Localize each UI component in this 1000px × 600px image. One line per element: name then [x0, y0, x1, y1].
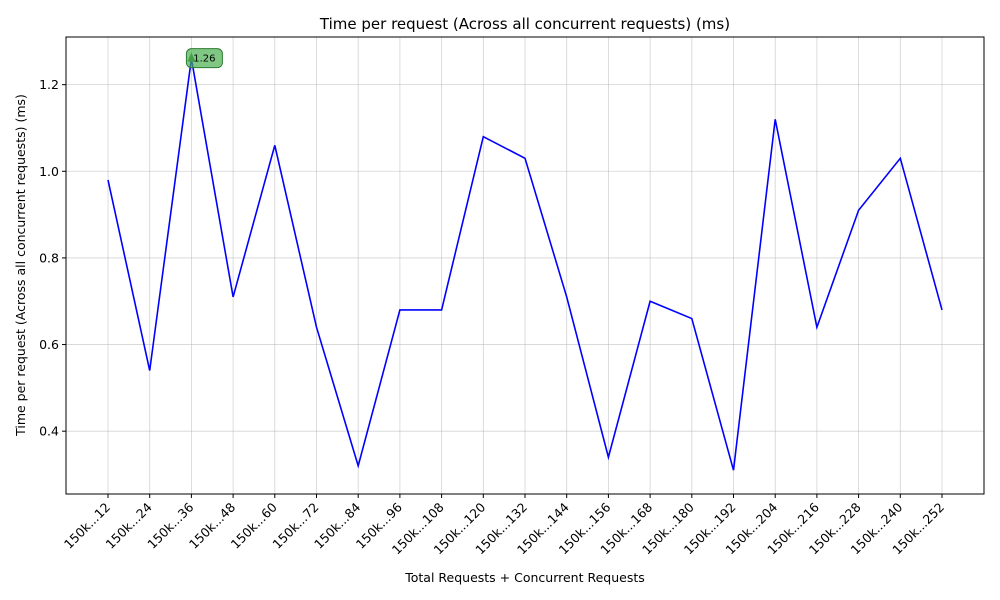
annotation-label: 1.26	[193, 54, 215, 65]
axis-ticks: 150k...12150k...24150k...36150k...48150k…	[39, 77, 947, 557]
data-point	[732, 469, 734, 471]
annotation-box	[185, 48, 223, 69]
x-axis-label: Total Requests + Concurrent Requests	[404, 570, 645, 585]
data-point	[482, 135, 484, 137]
y-tick-label: 0.4	[39, 424, 59, 439]
data-point	[357, 465, 359, 467]
y-axis-label: Time per request (Across all concurrent …	[13, 94, 28, 437]
y-tick-label: 0.8	[39, 250, 59, 265]
data-point	[274, 144, 276, 146]
data-point	[232, 296, 234, 298]
data-point	[857, 209, 859, 211]
data-point	[315, 326, 317, 328]
y-tick-label: 1.2	[39, 77, 59, 92]
series-layer	[107, 58, 943, 471]
data-point	[524, 157, 526, 159]
data-point	[440, 309, 442, 311]
series-line	[107, 58, 943, 471]
data-point	[149, 369, 151, 371]
grid	[66, 37, 984, 494]
data-point	[107, 179, 109, 181]
annotation-layer: 1.26	[185, 48, 223, 69]
data-point	[816, 326, 818, 328]
data-point	[399, 309, 401, 311]
y-tick-label: 0.6	[39, 337, 59, 352]
y-tick-label: 1.0	[39, 164, 59, 179]
data-point	[899, 157, 901, 159]
data-point	[941, 309, 943, 311]
data-point	[607, 456, 609, 458]
data-point	[649, 300, 651, 302]
data-point	[566, 296, 568, 298]
data-point	[691, 317, 693, 319]
data-point	[774, 118, 776, 120]
plot-frame	[65, 36, 985, 495]
chart-title: Time per request (Across all concurrent …	[319, 15, 730, 33]
